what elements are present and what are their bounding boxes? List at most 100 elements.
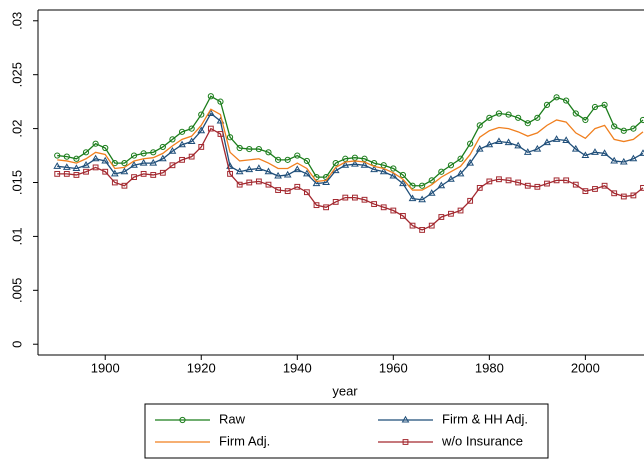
marker [140,150,147,157]
marker [72,164,81,171]
marker [303,157,310,165]
marker [236,144,243,152]
marker [159,143,166,151]
marker [150,149,157,156]
marker [236,181,243,188]
marker [620,193,627,200]
marker [640,184,644,191]
marker [543,101,551,108]
marker [102,144,109,152]
marker [217,131,224,137]
marker [524,120,531,127]
marker [178,128,186,135]
marker [601,101,608,108]
marker [582,116,589,124]
x-tick-label: 1920 [187,360,216,375]
marker [158,154,167,162]
y-tick-label: .005 [9,278,24,303]
marker [639,116,644,124]
marker [274,156,282,163]
marker [437,181,446,189]
marker [428,222,435,229]
marker [188,125,195,132]
marker [419,182,426,189]
marker [379,167,388,175]
marker [226,134,234,141]
marker [523,148,532,155]
marker [553,94,560,101]
x-tick-label: 1900 [91,360,120,375]
x-tick-label: 1940 [283,360,312,375]
marker [178,140,186,148]
marker [611,190,618,197]
marker [447,162,455,169]
marker [179,156,185,163]
marker [620,127,627,134]
marker [207,93,214,100]
marker [111,179,118,186]
y-tick-label: .025 [9,62,24,87]
marker [341,161,350,168]
marker [322,178,330,185]
marker [389,171,398,179]
marker [544,180,550,187]
marker [294,152,301,159]
marker [427,189,436,196]
marker [313,202,320,209]
y-tick-label: .015 [9,170,24,195]
marker [265,149,272,156]
marker [73,155,80,162]
marker [323,204,329,211]
marker [342,194,349,201]
marker [130,152,138,159]
x-tick-label: 1960 [379,360,408,375]
marker [245,165,254,173]
marker [495,137,503,145]
marker [418,195,426,203]
marker [486,114,493,121]
marker [198,111,205,118]
marker [187,137,196,145]
marker [533,144,542,152]
marker [111,159,118,167]
legend-label: w/o Insurance [441,433,523,448]
marker [524,182,531,189]
marker [139,158,148,166]
marker [140,170,147,177]
marker [476,184,483,191]
series-line [57,108,644,191]
marker [283,170,292,178]
marker [629,154,638,162]
marker [475,144,484,152]
legend-label: Raw [219,411,246,426]
marker [63,170,70,177]
marker [101,156,110,164]
marker [562,136,571,143]
marker [572,110,579,117]
marker [255,178,262,185]
marker [312,179,321,187]
marker [351,159,359,167]
marker [92,164,99,171]
legend-label: Firm & HH Adj. [442,411,528,426]
marker [408,194,417,202]
marker [255,164,263,171]
marker [534,183,541,190]
marker [159,169,166,176]
legend-label: Firm Adj. [219,433,270,448]
marker [630,125,637,132]
marker [121,159,128,167]
marker [456,169,465,177]
marker [447,175,455,182]
marker [399,179,407,187]
marker [581,151,590,159]
marker [149,158,158,166]
marker [563,97,570,104]
marker [543,138,551,146]
legend-marker [401,415,410,423]
marker [457,207,464,214]
x-tick-label: 1980 [475,360,504,375]
marker [505,177,512,184]
marker [611,123,618,130]
legend-marker [402,439,409,445]
